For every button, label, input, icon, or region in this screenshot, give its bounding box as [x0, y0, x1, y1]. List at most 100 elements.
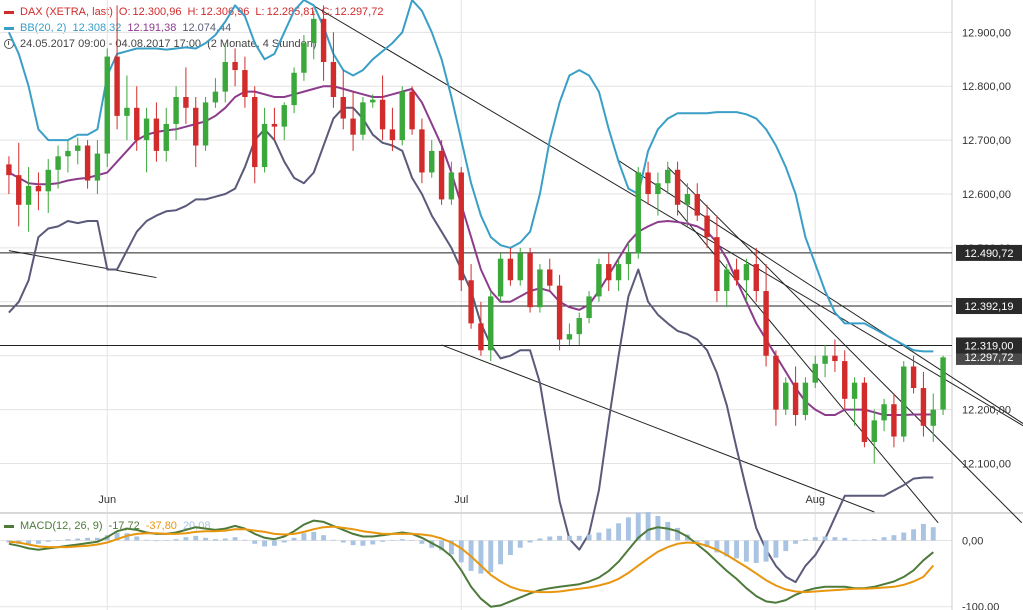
macd-hist-bar	[576, 535, 582, 541]
level-box	[956, 298, 1022, 315]
dax-swatch	[4, 10, 14, 14]
candle-body	[320, 18, 327, 62]
candle-body	[901, 366, 907, 437]
time-tick-label: Jun	[98, 494, 116, 506]
macd-hist-bar	[655, 515, 661, 541]
trend-line	[667, 166, 1023, 524]
macd-hist-bar	[606, 528, 612, 541]
macd-hist-bar	[901, 532, 907, 541]
macd-tick-label: -100,00	[962, 602, 999, 610]
candle-body	[861, 382, 868, 442]
candle-body	[55, 156, 61, 170]
candle-body	[635, 172, 641, 254]
candle-body	[566, 334, 573, 340]
candle-body	[832, 355, 838, 362]
macd-hist-bar	[26, 540, 32, 545]
macd-hist-bar	[517, 540, 523, 548]
macd-hist-bar	[340, 540, 346, 543]
legend-high-label: H:	[187, 6, 199, 18]
candle-body	[920, 388, 927, 426]
macd-hist-bar	[616, 523, 622, 541]
time-tick-label: Aug	[805, 494, 825, 506]
macd-hist-bar	[262, 540, 268, 547]
macd-hist-bar	[507, 540, 513, 556]
macd-hist-bar	[625, 517, 631, 541]
candle-body	[497, 258, 504, 297]
macd-hist-bar	[252, 540, 258, 544]
candle-body	[763, 291, 769, 356]
macd-hist-bar	[537, 538, 543, 541]
candle-body	[940, 357, 946, 410]
candle-body	[183, 97, 189, 108]
macd-hist-bar	[360, 540, 366, 546]
candle-body	[222, 61, 228, 92]
macd-hist-bar	[822, 536, 828, 541]
candle-body	[84, 145, 91, 181]
macd-hist-bar	[724, 540, 730, 557]
candle-body	[242, 70, 248, 98]
price-tick-label: 12.900,00	[962, 27, 1011, 39]
legend-dax-name: DAX (XETRA, last)	[20, 6, 113, 18]
candle-body	[596, 264, 602, 297]
macd-hist-bar	[911, 529, 917, 541]
candle-body	[94, 153, 101, 181]
candle-body	[891, 404, 897, 437]
panel-divider	[0, 512, 1023, 514]
candle-body	[438, 150, 445, 200]
candle-body	[881, 404, 887, 421]
candle-body	[822, 355, 828, 364]
macd-hist-bar	[665, 521, 671, 541]
macd-hist-bar	[291, 537, 297, 541]
candle-body	[271, 123, 278, 127]
macd-hist-bar	[920, 523, 926, 541]
macd-hist-bar	[488, 540, 494, 573]
macd-hist-bar	[203, 537, 209, 541]
macd-hist-bar	[704, 540, 710, 548]
macd-hist-bar	[557, 535, 563, 541]
price-tick-label: 12.100,00	[962, 458, 1011, 470]
price-tick-label: 12.700,00	[962, 135, 1011, 147]
macd-hist-bar	[773, 540, 779, 558]
macd-hist-bar	[930, 527, 936, 541]
macd-tick-label: 0,00	[962, 535, 983, 547]
candle-body	[330, 61, 337, 98]
macd-hist-bar	[743, 540, 749, 562]
macd-hist-bar	[153, 540, 159, 542]
candle-body	[842, 361, 848, 399]
legend-close-label: C:	[321, 6, 333, 18]
candle-body	[576, 317, 582, 335]
candle-body	[851, 382, 858, 399]
macd-hist-bar	[832, 537, 838, 541]
macd-hist-bar	[694, 540, 700, 542]
macd-hist-bar	[734, 540, 740, 559]
candle-body	[704, 215, 710, 238]
legend-range-interval: (2 Monate, 4 Stunden)	[207, 38, 317, 50]
candle-body	[724, 269, 730, 292]
macd-hist-bar	[193, 535, 199, 541]
macd-hist-bar	[6, 540, 12, 543]
macd-hist-bar	[714, 540, 720, 553]
signal-line	[8, 525, 935, 594]
candle-body	[792, 382, 799, 415]
macd-hist-bar	[370, 540, 376, 545]
macd-hist-bar	[35, 540, 41, 544]
legend-bb-name: BB(20, 2)	[20, 22, 67, 34]
macd-hist-bar	[881, 537, 887, 541]
price-tick-label: 12.800,00	[962, 81, 1011, 93]
candle-body	[537, 269, 543, 308]
candle-body	[714, 237, 720, 292]
candle-body	[625, 253, 632, 265]
macd-hist-bar	[389, 540, 395, 541]
candle-body	[694, 194, 700, 216]
candle-body	[399, 91, 405, 141]
candle-body	[645, 172, 651, 195]
candle-body	[930, 409, 936, 426]
candle-body	[389, 129, 396, 141]
legend-bb-upper: 12.308,32	[72, 22, 122, 34]
macd-hist-bar	[85, 537, 91, 541]
candle-body	[409, 91, 415, 130]
trend-line	[677, 209, 939, 524]
candle-body	[252, 97, 258, 168]
